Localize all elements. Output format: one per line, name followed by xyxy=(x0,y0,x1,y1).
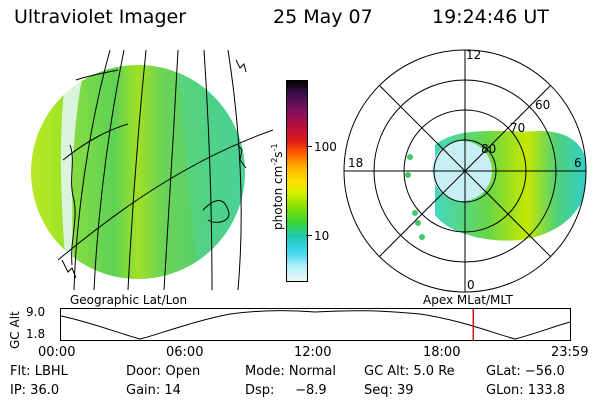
altitude-ytick-bottom: 1.8 xyxy=(26,327,46,341)
status-mode: Mode: Normal xyxy=(245,364,336,379)
lat-label-70: 70 xyxy=(510,121,525,135)
mlt-label-18: 18 xyxy=(348,156,363,170)
polar-plot: 12 18 6 0 60 70 80 xyxy=(343,48,587,293)
time-label: 19:24:46 UT xyxy=(432,6,549,28)
xtick-0000: 00:00 xyxy=(38,345,76,360)
instrument-title: Ultraviolet Imager xyxy=(14,6,187,28)
mlt-label-6: 6 xyxy=(574,156,582,170)
lat-label-80: 80 xyxy=(481,142,496,156)
xtick-0600: 06:00 xyxy=(166,345,204,360)
xtick-1800: 18:00 xyxy=(423,345,461,360)
colorbar-tick-10 xyxy=(306,235,312,236)
right-panel-caption: Apex MLat/MLT xyxy=(423,293,513,307)
altitude-ylabel: GC Alt xyxy=(8,311,22,349)
status-door: Door: Open xyxy=(126,364,201,379)
status-gain: Gain: 14 xyxy=(126,383,181,398)
geographic-image-panel xyxy=(31,50,273,290)
xtick-2359: 23:59 xyxy=(551,345,589,360)
mlt-label-0: 0 xyxy=(467,278,475,292)
status-seq: Seq: 39 xyxy=(364,383,414,398)
status-ip: IP: 36.0 xyxy=(10,383,60,398)
altitude-plot xyxy=(60,308,571,341)
colorbar-tick-100 xyxy=(306,146,312,147)
lat-label-60: 60 xyxy=(535,98,550,112)
status-flt: Flt: LBHL xyxy=(10,364,68,379)
colorbar xyxy=(286,80,308,282)
status-dsp: Dsp: −8.9 xyxy=(245,383,327,398)
status-glon: GLon: 133.8 xyxy=(486,383,566,398)
colorbar-tick-label-100: 100 xyxy=(314,140,337,154)
xtick-1200: 12:00 xyxy=(294,345,332,360)
date-label: 25 May 07 xyxy=(273,6,373,28)
status-gc-alt: GC Alt: 5.0 Re xyxy=(364,364,455,379)
colorbar-tick-label-10: 10 xyxy=(314,229,330,243)
mlt-label-12: 12 xyxy=(466,48,481,62)
status-glat: GLat: −56.0 xyxy=(486,364,565,379)
colorbar-unit-label: photon cm-2s-1 xyxy=(270,143,285,230)
left-panel-caption: Geographic Lat/Lon xyxy=(70,293,188,307)
altitude-ytick-top: 9.0 xyxy=(26,305,46,319)
